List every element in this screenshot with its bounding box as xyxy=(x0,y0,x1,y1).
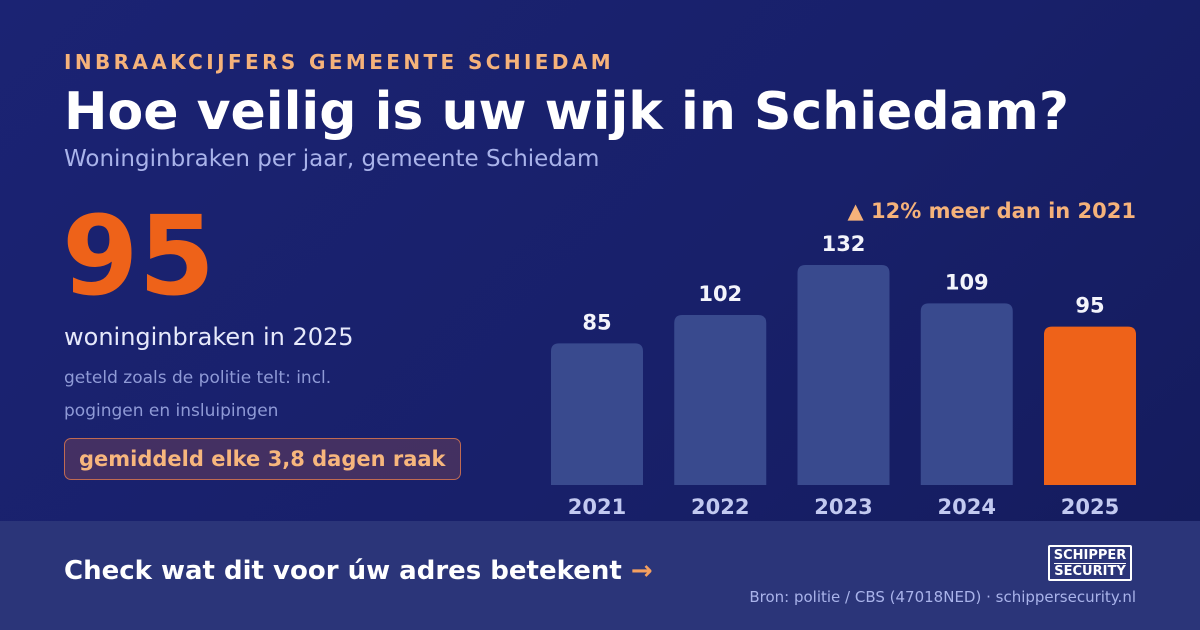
brand-logo: SCHIPPER SECURITY xyxy=(1048,545,1132,581)
page-title: Hoe veilig is uw wijk in Schiedam? xyxy=(64,82,1069,142)
highlight-value: 95 xyxy=(62,192,216,320)
logo-line-2: SECURITY xyxy=(1054,564,1126,579)
category-label-2023: 2023 xyxy=(814,495,872,519)
category-label-2024: 2024 xyxy=(938,495,996,519)
cta-text: Check wat dit voor úw adres betekent xyxy=(64,556,622,586)
bar-2021 xyxy=(551,343,643,485)
category-label-2025: 2025 xyxy=(1061,495,1119,519)
category-label-2022: 2022 xyxy=(691,495,749,519)
counting-note: geteld zoals de politie telt: incl. pogi… xyxy=(64,368,332,421)
source-credit: Bron: politie / CBS (47018NED) · schippe… xyxy=(749,588,1136,606)
bar-2022 xyxy=(674,315,767,485)
bar-2025 xyxy=(1044,326,1136,485)
eyebrow-label: INBRAAKCIJFERS GEMEENTE SCHIEDAM xyxy=(64,50,615,74)
data-label-2024: 109 xyxy=(945,270,989,294)
data-label-2023: 132 xyxy=(822,232,866,256)
page-subtitle: Woninginbraken per jaar, gemeente Schied… xyxy=(64,146,600,172)
footer-bar xyxy=(0,521,1200,630)
logo-line-1: SCHIPPER xyxy=(1053,548,1127,563)
bar-2024 xyxy=(920,303,1013,485)
category-label-2021: 2021 xyxy=(568,495,626,519)
frequency-badge: gemiddeld elke 3,8 dagen raak xyxy=(64,438,461,480)
change-indicator: ▲ 12% meer dan in 2021 xyxy=(847,199,1136,223)
data-label-2025: 95 xyxy=(1075,294,1104,318)
data-label-2022: 102 xyxy=(698,282,742,306)
highlight-caption: woninginbraken in 2025 xyxy=(64,323,354,351)
arrow-right-icon: → xyxy=(630,556,653,586)
logo-divider xyxy=(1054,563,1126,564)
bar-2023 xyxy=(797,265,890,485)
cta-link[interactable]: Check wat dit voor úw adres betekent → xyxy=(64,556,653,586)
data-label-2021: 85 xyxy=(582,310,611,334)
